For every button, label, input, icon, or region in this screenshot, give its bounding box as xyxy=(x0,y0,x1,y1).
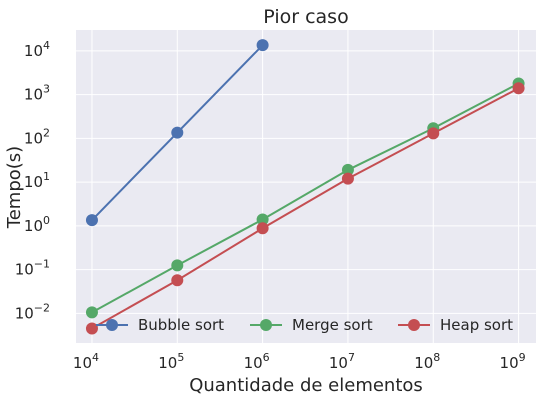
y-tick-label: 103 xyxy=(24,83,50,104)
legend-label-merge-sort: Merge sort xyxy=(292,316,373,334)
legend-item-heap-sort: Heap sort xyxy=(398,316,513,334)
x-tick-label: 108 xyxy=(414,351,440,372)
legend: Bubble sort Merge sort Heap sort xyxy=(96,316,513,334)
y-axis: 10−2 10−1 100 101 102 103 104 xyxy=(15,39,50,322)
y-tick-label: 101 xyxy=(24,170,50,191)
series-layer xyxy=(85,39,525,335)
chart-title: Pior caso xyxy=(263,6,348,28)
legend-label-heap-sort: Heap sort xyxy=(440,316,513,334)
data-point-heap-sort xyxy=(85,322,98,335)
series-line-heap-sort xyxy=(91,87,520,330)
data-point-merge-sort xyxy=(85,306,98,319)
data-point-heap-sort xyxy=(256,222,269,235)
data-point-heap-sort xyxy=(341,172,354,185)
data-point-heap-sort xyxy=(427,127,440,140)
data-point-merge-sort xyxy=(256,213,269,226)
data-point-merge-sort xyxy=(341,163,354,176)
x-tick-label: 105 xyxy=(158,351,184,372)
y-tick-label: 104 xyxy=(24,39,50,60)
legend-marker-bubble-sort xyxy=(106,319,118,331)
legend-label-bubble-sort: Bubble sort xyxy=(138,316,224,334)
data-point-heap-sort xyxy=(171,274,184,287)
x-tick-label: 109 xyxy=(500,351,526,372)
series-line-merge-sort xyxy=(91,82,520,314)
data-point-bubble-sort xyxy=(256,39,269,52)
series-heap-sort xyxy=(85,82,525,335)
data-point-bubble-sort xyxy=(85,214,98,227)
legend-marker-heap-sort xyxy=(408,319,420,331)
y-tick-label: 10−2 xyxy=(15,301,50,322)
legend-item-merge-sort: Merge sort xyxy=(250,316,373,334)
y-axis-title: Tempo(s) xyxy=(4,146,25,229)
x-axis: 104 105 106 107 108 109 xyxy=(73,351,526,372)
legend-marker-merge-sort xyxy=(260,319,272,331)
x-tick-label: 107 xyxy=(329,351,355,372)
y-tick-label: 10−1 xyxy=(15,258,50,279)
x-tick-label: 106 xyxy=(244,351,270,372)
x-tick-label: 104 xyxy=(73,351,99,372)
data-point-heap-sort xyxy=(512,82,525,95)
plot-area xyxy=(76,30,536,343)
series-bubble-sort xyxy=(85,39,269,227)
legend-item-bubble-sort: Bubble sort xyxy=(96,316,224,334)
data-point-merge-sort xyxy=(171,259,184,272)
y-tick-label: 100 xyxy=(24,214,50,235)
series-merge-sort xyxy=(85,77,525,319)
x-axis-title: Quantidade de elementos xyxy=(189,375,423,396)
data-point-bubble-sort xyxy=(171,126,184,139)
y-tick-label: 102 xyxy=(24,126,50,147)
